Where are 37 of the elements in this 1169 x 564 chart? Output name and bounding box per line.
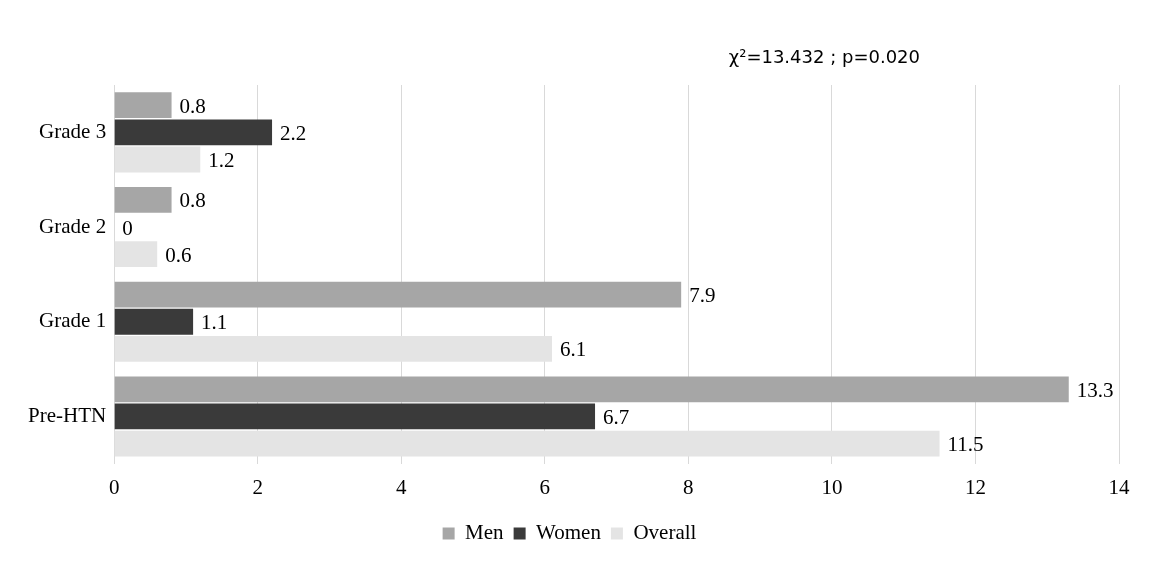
- data-label: 13.3: [1076, 377, 1114, 402]
- bar: [114, 241, 158, 268]
- data-label: 2.2: [280, 120, 307, 145]
- bar: [114, 119, 273, 146]
- bar: [114, 281, 682, 308]
- data-label: 0: [122, 215, 133, 240]
- legend-label: Men: [465, 520, 505, 545]
- y-tick-label: Grade 2: [39, 213, 107, 238]
- x-tick-label: 2: [252, 474, 263, 499]
- data-label: 6.1: [559, 337, 587, 362]
- data-label: 0.6: [165, 242, 192, 267]
- bar: [114, 308, 194, 335]
- bar: [114, 146, 201, 173]
- data-label: 0.8: [179, 188, 206, 213]
- legend-label: Overall: [633, 520, 697, 545]
- x-tick-label: 6: [539, 474, 551, 499]
- bar: [114, 376, 1069, 403]
- data-label: 7.9: [689, 283, 716, 308]
- x-tick-label: 14: [1108, 474, 1130, 499]
- data-label: 1.1: [201, 310, 228, 335]
- data-label: 6.7: [603, 404, 630, 429]
- bar: [114, 187, 172, 213]
- x-tick-label: 8: [683, 474, 694, 499]
- y-tick-label: Grade 3: [39, 118, 107, 143]
- text: χ²=13.432 ; p=0.020: [727, 46, 920, 67]
- bar: [114, 92, 172, 119]
- data-label: 0.8: [179, 93, 206, 118]
- y-tick-label: Grade 1: [39, 308, 107, 333]
- y-tick-label: Pre-HTN: [27, 402, 107, 427]
- x-tick-label: 0: [108, 474, 120, 499]
- x-tick-label: 10: [821, 474, 843, 499]
- data-label: 11.5: [947, 432, 984, 457]
- bar: [114, 403, 596, 430]
- data-label: 1.2: [208, 148, 235, 173]
- x-tick-label: 4: [396, 474, 407, 499]
- x-tick-label: 12: [964, 474, 986, 499]
- legend-label: Women: [536, 520, 602, 545]
